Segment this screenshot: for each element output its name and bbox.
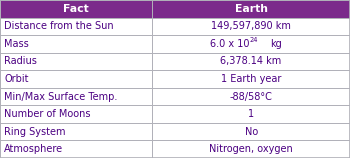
Text: kg: kg: [270, 39, 282, 49]
Bar: [152, 35, 350, 53]
Text: Radius: Radius: [4, 56, 37, 67]
Bar: [0, 0, 152, 18]
Bar: [152, 105, 350, 123]
Text: 1: 1: [248, 109, 254, 119]
Bar: [152, 123, 350, 140]
Text: Mass: Mass: [4, 39, 29, 49]
Text: No: No: [245, 127, 258, 137]
Bar: [0, 88, 152, 105]
Bar: [152, 53, 350, 70]
Bar: [152, 140, 350, 158]
Bar: [0, 53, 152, 70]
Text: -88/58°C: -88/58°C: [230, 91, 273, 102]
Text: 24: 24: [249, 37, 258, 43]
Bar: [0, 140, 152, 158]
Text: 6,378.14 km: 6,378.14 km: [220, 56, 282, 67]
Text: 149,597,890 km: 149,597,890 km: [211, 21, 291, 31]
Bar: [0, 105, 152, 123]
Text: 6.0 x 10: 6.0 x 10: [210, 39, 249, 49]
Text: Atmosphere: Atmosphere: [4, 144, 63, 154]
Text: 1 Earth year: 1 Earth year: [221, 74, 281, 84]
Bar: [0, 70, 152, 88]
Text: Orbit: Orbit: [4, 74, 29, 84]
Bar: [152, 88, 350, 105]
Bar: [152, 70, 350, 88]
Text: Min/Max Surface Temp.: Min/Max Surface Temp.: [4, 91, 118, 102]
Text: Earth: Earth: [234, 4, 268, 14]
Text: Nitrogen, oxygen: Nitrogen, oxygen: [209, 144, 293, 154]
Bar: [0, 123, 152, 140]
Text: Fact: Fact: [63, 4, 89, 14]
Bar: [0, 35, 152, 53]
Bar: [152, 18, 350, 35]
Text: Number of Moons: Number of Moons: [4, 109, 91, 119]
Bar: [152, 0, 350, 18]
Bar: [0, 18, 152, 35]
Text: Distance from the Sun: Distance from the Sun: [4, 21, 114, 31]
Text: Ring System: Ring System: [4, 127, 66, 137]
